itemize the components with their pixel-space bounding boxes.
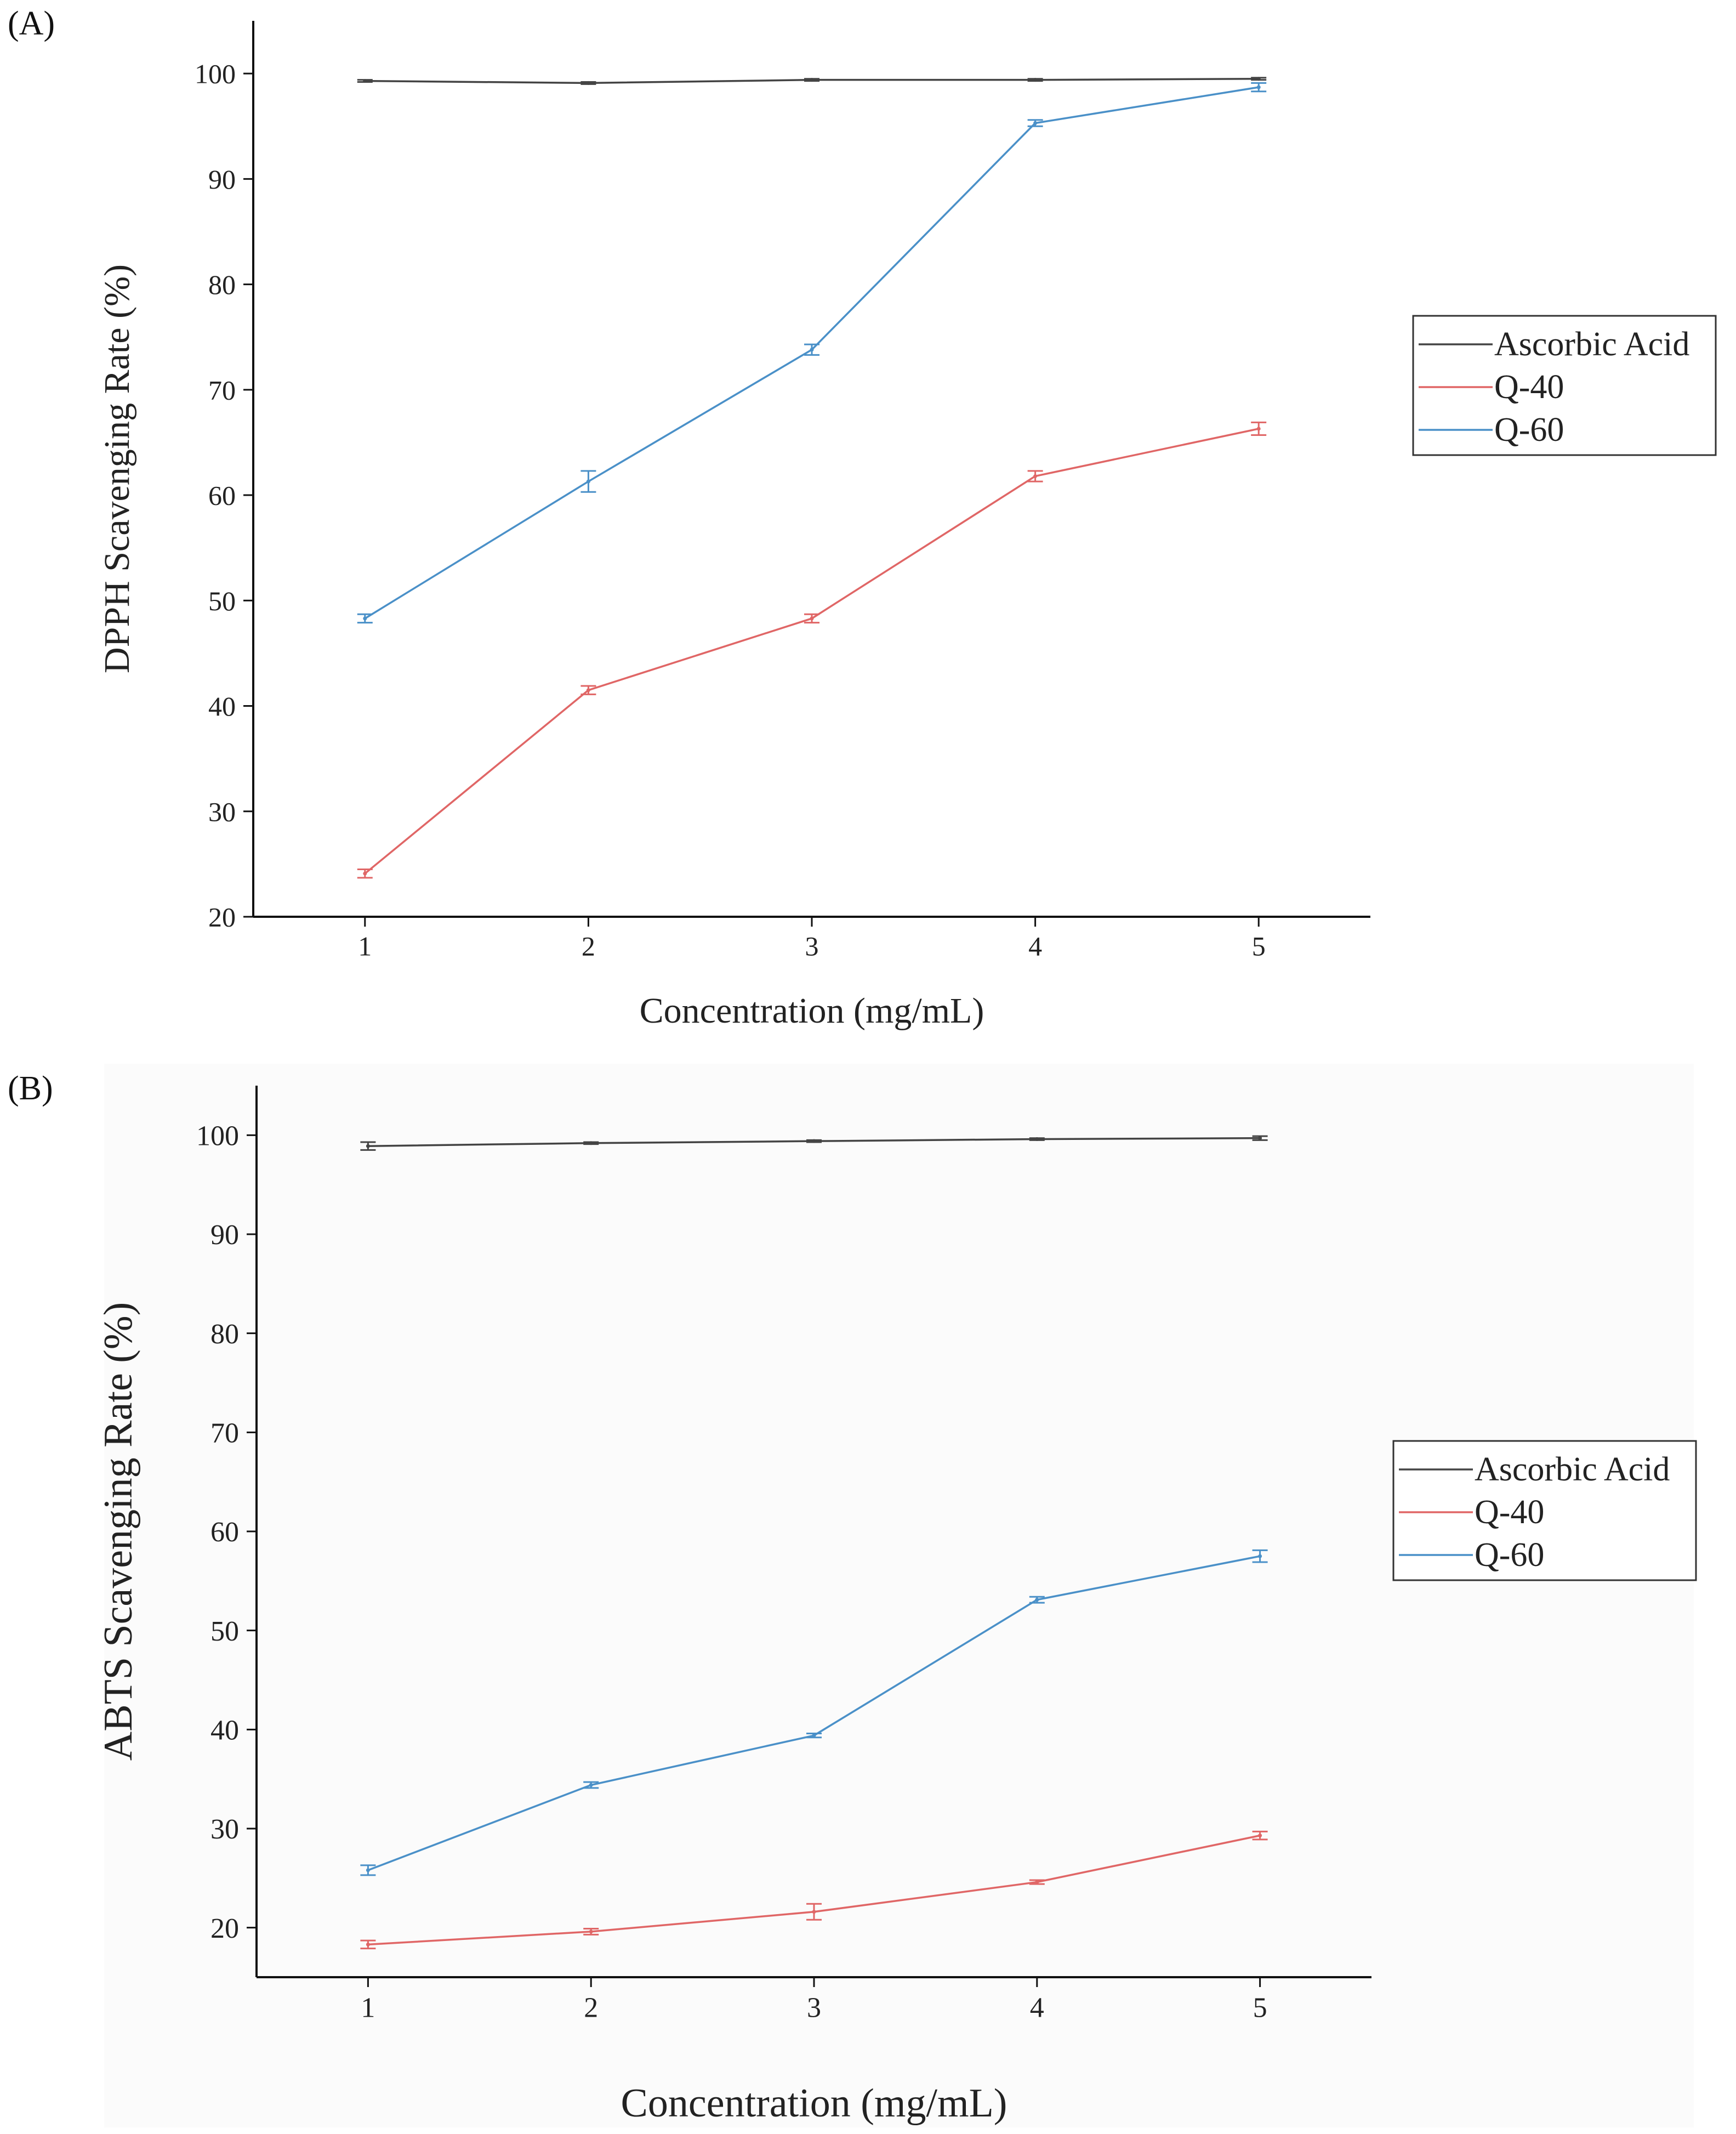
data-point-q-40 xyxy=(363,871,367,876)
data-point-ascorbic-acid xyxy=(1033,78,1038,82)
data-point-q-60 xyxy=(366,1868,370,1872)
data-point-q-40 xyxy=(812,1910,816,1914)
y-tick-label: 50 xyxy=(210,1616,239,1647)
y-tick-label: 20 xyxy=(210,1913,239,1944)
x-tick-label: 3 xyxy=(805,931,819,962)
panel-label-a: (A) xyxy=(8,5,55,42)
data-point-ascorbic-acid xyxy=(589,1141,593,1145)
y-axis-label: ABTS Scavenging Rate (%) xyxy=(96,1302,141,1761)
y-tick-label: 30 xyxy=(208,796,236,827)
x-tick-label: 1 xyxy=(361,1993,375,2024)
data-point-q-60 xyxy=(363,616,367,621)
legend-label: Q-40 xyxy=(1475,1494,1544,1531)
plot-background xyxy=(104,1064,1694,2127)
legend-label: Q-60 xyxy=(1475,1536,1544,1574)
x-tick-label: 3 xyxy=(807,1993,821,2024)
data-point-ascorbic-acid xyxy=(366,1144,370,1148)
y-tick-label: 40 xyxy=(210,1715,239,1746)
x-tick-label: 2 xyxy=(584,1993,598,2024)
y-tick-label: 70 xyxy=(208,374,236,405)
y-tick-label: 60 xyxy=(208,480,236,511)
y-tick-label: 50 xyxy=(208,586,236,616)
data-point-q-60 xyxy=(1035,1598,1039,1602)
data-point-ascorbic-acid xyxy=(1035,1137,1039,1142)
data-point-q-60 xyxy=(1258,1554,1262,1558)
abts-chart: 20 30 40 50 60 70 80 90 100 1 2 3 4 5 Concentration (m… xyxy=(96,1064,1697,2127)
y-tick-label: 100 xyxy=(195,59,236,89)
data-point-ascorbic-acid xyxy=(363,79,367,83)
data-point-q-40 xyxy=(366,1942,370,1946)
panel-label-b: (B) xyxy=(8,1070,53,1107)
data-point-q-60 xyxy=(586,479,590,484)
data-point-q-40 xyxy=(1258,1834,1262,1838)
x-axis-label: Concentration (mg/mL) xyxy=(621,2081,1008,2126)
data-point-q-40 xyxy=(810,616,814,621)
legend-label: Ascorbic Acid xyxy=(1494,326,1689,363)
data-point-q-40 xyxy=(1256,427,1261,431)
data-point-q-60 xyxy=(1033,121,1038,125)
x-tick-label: 2 xyxy=(582,931,595,962)
y-tick-label: 80 xyxy=(208,269,236,300)
data-point-q-40 xyxy=(1033,474,1038,478)
y-tick-label: 40 xyxy=(208,691,236,722)
data-point-q-60 xyxy=(1256,85,1261,89)
series-line-q-40 xyxy=(364,428,1259,875)
x-tick-label: 5 xyxy=(1252,931,1266,962)
y-tick-label: 20 xyxy=(208,902,236,933)
y-axis-label: DPPH Scavenging Rate (%) xyxy=(97,264,137,673)
data-point-ascorbic-acid xyxy=(812,1139,816,1143)
y-tick-label: 60 xyxy=(210,1517,239,1548)
legend: Ascorbic Acid Q-40 Q-60 xyxy=(1392,1440,1697,1581)
x-tick-label: 5 xyxy=(1253,1993,1267,2024)
legend-box xyxy=(1392,1440,1697,1581)
y-tick-label: 80 xyxy=(210,1319,239,1350)
legend-label: Ascorbic Acid xyxy=(1475,1451,1670,1488)
legend-box xyxy=(1412,315,1717,456)
data-point-q-60 xyxy=(812,1733,816,1738)
data-point-q-60 xyxy=(810,348,814,352)
data-point-ascorbic-acid xyxy=(586,81,590,85)
data-point-ascorbic-acid xyxy=(1256,77,1261,81)
data-point-q-40 xyxy=(589,1929,593,1934)
data-point-ascorbic-acid xyxy=(810,78,814,82)
x-tick-label: 4 xyxy=(1030,1993,1044,2024)
y-tick-label: 70 xyxy=(210,1418,239,1449)
x-axis-label: Concentration (mg/mL) xyxy=(640,991,984,1031)
data-point-q-40 xyxy=(1035,1880,1039,1885)
legend-label: Q-60 xyxy=(1494,411,1564,449)
data-point-ascorbic-acid xyxy=(1258,1136,1262,1140)
x-tick-label: 1 xyxy=(358,931,372,962)
data-point-q-40 xyxy=(586,688,590,693)
x-tick-label: 4 xyxy=(1028,931,1042,962)
y-tick-label: 30 xyxy=(210,1814,239,1845)
legend: Ascorbic Acid Q-40 Q-60 xyxy=(1412,315,1717,456)
y-tick-label: 90 xyxy=(208,164,236,195)
data-point-q-60 xyxy=(589,1783,593,1787)
y-tick-label: 100 xyxy=(196,1121,239,1152)
legend-label: Q-40 xyxy=(1494,368,1564,406)
dpph-chart: 20 30 40 50 60 70 80 90 100 1 2 3 4 5 Concentration (m… xyxy=(97,21,1717,1031)
y-tick-label: 90 xyxy=(210,1219,239,1251)
